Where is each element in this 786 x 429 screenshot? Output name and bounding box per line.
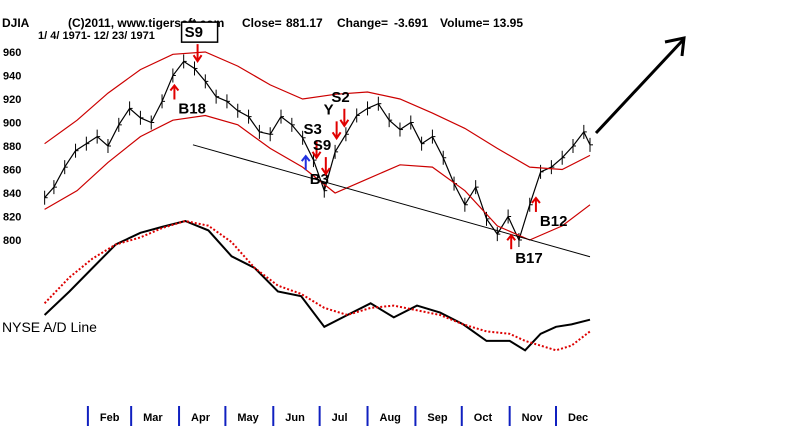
x-tick-label: Sep xyxy=(427,412,447,424)
y-tick-label: 860 xyxy=(3,165,21,177)
y-tick-label: 960 xyxy=(3,47,21,59)
buy-signal xyxy=(506,233,516,250)
signal-label: S2 xyxy=(331,89,349,106)
x-tick-label: Mar xyxy=(143,412,163,424)
signal-label: B3 xyxy=(310,171,329,188)
x-tick-label: Feb xyxy=(100,412,120,424)
signal-label: B12 xyxy=(540,213,568,230)
header-date-range: 1/ 4/ 1971- 12/ 23/ 1971 xyxy=(38,30,155,42)
y-axis: 800 820 840 860 880 900 920 940 960 xyxy=(3,47,21,247)
header-close-label: Close= xyxy=(242,16,282,30)
series-line xyxy=(44,60,591,242)
signal-label: S9 xyxy=(313,137,331,154)
series-lines xyxy=(43,51,593,352)
annotations: NYSE A/D Line xyxy=(2,319,97,335)
buy-signal xyxy=(300,154,311,171)
y-tick-label: 880 xyxy=(3,141,21,153)
buy-signal xyxy=(169,83,180,100)
signal-label: S3 xyxy=(304,121,322,138)
x-tick-label: May xyxy=(237,412,259,424)
y-tick-label: 940 xyxy=(3,71,21,83)
header-close-value: 881.17 xyxy=(286,16,323,30)
header-volume-label: Volume= xyxy=(440,16,490,30)
projection-arrow-head xyxy=(664,36,686,57)
signal-label: Y xyxy=(324,101,334,118)
x-tick-label: Aug xyxy=(380,412,401,424)
ad-line-label: NYSE A/D Line xyxy=(2,319,97,335)
sell-signal xyxy=(339,108,350,128)
series-line xyxy=(43,219,591,352)
y-tick-label: 800 xyxy=(3,235,21,247)
signal-label: B18 xyxy=(178,100,206,117)
header-change-label: Change= xyxy=(337,16,389,30)
x-tick-label: Apr xyxy=(191,412,211,424)
series-line xyxy=(43,219,591,352)
signal-label: S9 xyxy=(185,24,203,41)
trendline-line xyxy=(192,144,591,258)
x-tick-label: Jun xyxy=(285,412,305,424)
series-line xyxy=(44,51,591,171)
sell-signal xyxy=(331,121,342,141)
x-tick-label: Dec xyxy=(568,412,588,424)
projection-arrow-shaft xyxy=(594,38,685,135)
y-tick-label: 840 xyxy=(3,188,21,200)
x-tick-label: Oct xyxy=(474,412,493,424)
sell-signal xyxy=(320,157,331,176)
decorations xyxy=(594,36,686,135)
x-axis: Feb Mar Apr May Jun Jul Aug Sep Oct Nov Dec xyxy=(86,406,588,426)
header-volume-value: 13.95 xyxy=(493,16,524,30)
y-tick-label: 920 xyxy=(3,94,21,106)
trendline xyxy=(192,144,591,258)
sell-signal xyxy=(311,140,322,160)
x-tick-label: Nov xyxy=(522,412,544,424)
x-tick-label: Jul xyxy=(332,412,348,424)
y-tick-label: 820 xyxy=(3,212,21,224)
header-change-value: -3.691 xyxy=(394,16,429,30)
y-tick-label: 900 xyxy=(3,118,21,130)
header-symbol: DJIA xyxy=(2,16,30,30)
sell-signal xyxy=(180,21,219,63)
signal-label: B17 xyxy=(515,250,543,267)
buy-signal xyxy=(531,196,541,212)
